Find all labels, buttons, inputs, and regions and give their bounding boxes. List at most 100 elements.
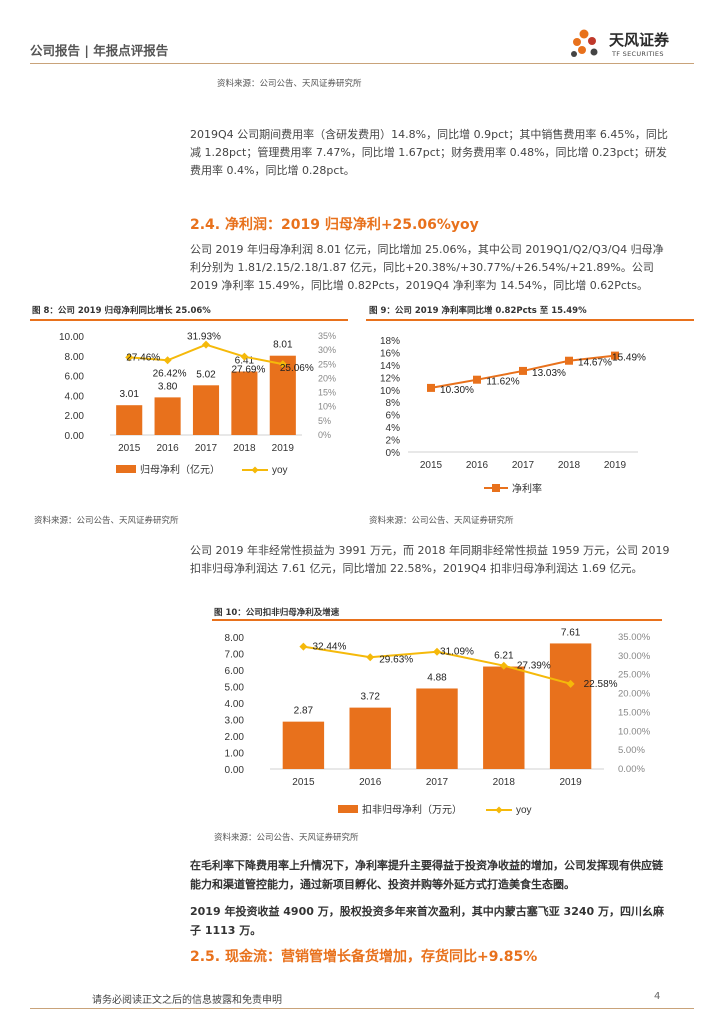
chart10-y2-tick-label: 25.00% xyxy=(618,670,651,681)
chart8-legend-bar-swatch xyxy=(116,465,136,473)
chart10-x-tick-label: 2019 xyxy=(559,777,582,788)
chart9-x-tick-label: 2019 xyxy=(604,460,627,471)
chart8-x-tick-label: 2015 xyxy=(118,443,141,454)
chart10-y2-tick-label: 20.00% xyxy=(618,689,651,700)
chart10-bar-label: 3.72 xyxy=(360,692,380,703)
chart8-bar xyxy=(192,385,220,435)
chart8-bar-label: 5.02 xyxy=(196,369,216,380)
chart8-title-rule xyxy=(30,319,348,321)
report-header: 公司报告 | 年报点评报告 xyxy=(30,43,169,58)
chart8-y-tick-label: 8.00 xyxy=(65,352,85,363)
disclaimer-footer: 请务必阅读正文之后的信息披露和免责申明 xyxy=(92,995,282,1006)
chart9-source: 资料来源：公司公告、天风证券研究所 xyxy=(369,516,514,526)
chart9-y-tick-label: 6% xyxy=(386,411,401,422)
chart10-y2-tick-label: 0.00% xyxy=(618,764,645,775)
chart9-y-tick-label: 16% xyxy=(380,348,400,359)
chart8-title: 图 8：公司 2019 归母净利同比增长 25.06% xyxy=(32,306,211,316)
chart8-y2-tick-label: 5% xyxy=(318,416,331,426)
chart8-y2-tick-label: 30% xyxy=(318,345,336,355)
chart10-y2-tick-label: 10.00% xyxy=(618,726,651,737)
chart10-x-tick-label: 2018 xyxy=(493,777,516,788)
chart8-yoy-label: 25.06% xyxy=(280,363,314,374)
chart8-yoy-marker xyxy=(125,353,134,362)
chart9-value-label: 10.30% xyxy=(440,385,474,396)
chart10-legend-line-marker xyxy=(495,806,503,814)
chart10-x-tick-label: 2016 xyxy=(359,777,382,788)
tf-securities-logo xyxy=(571,29,598,57)
chart10-yoy-label: 31.09% xyxy=(440,647,474,658)
paragraph-investment-income-summary: 在毛利率下降费用率上升情况下，净利率提升主要得益于投资净收益的增加，公司发挥现有… xyxy=(190,859,663,891)
chart9-title-rule xyxy=(366,319,694,321)
chart8-yoy-marker xyxy=(163,356,172,365)
chart10-legend-line-label: yoy xyxy=(516,805,532,816)
chart8-bar xyxy=(116,405,143,435)
chart8-yoy-marker xyxy=(278,360,287,369)
chart10-y-tick-label: 5.00 xyxy=(225,683,245,694)
chart8-bar-label: 6.41 xyxy=(235,356,255,367)
chart8-yoy-marker xyxy=(240,352,249,361)
chart8-y-tick-label: 4.00 xyxy=(65,391,85,402)
chart10-yoy-marker xyxy=(299,642,308,651)
chart8-yoy-label: 27.46% xyxy=(126,352,160,363)
chart9-marker xyxy=(519,366,527,375)
chart9-marker xyxy=(611,351,619,360)
chart8-y2-tick-label: 15% xyxy=(318,388,336,398)
chart9-y-tick-label: 0% xyxy=(386,448,401,459)
chart8-yoy-label: 26.42% xyxy=(153,368,187,379)
chart10-bar xyxy=(416,688,458,769)
chart9-net-margin: 0%2% 4%6% 8%10% 12%14% 16%18% 10.30% 2015 11.62… xyxy=(380,336,646,495)
section-heading-cash-flow: 2.5. 现金流：营销管增长备货增加，存货同比+9.85% xyxy=(190,949,538,965)
chart9-value-label: 15.49% xyxy=(612,353,646,364)
chart8-y2-tick-label: 25% xyxy=(318,359,336,369)
chart8-y2-tick-label: 0% xyxy=(318,430,331,440)
chart10-legend-bar-swatch xyxy=(338,805,358,813)
chart8-yoy-marker xyxy=(202,340,210,349)
chart8-bar xyxy=(269,355,296,435)
chart9-x-tick-label: 2017 xyxy=(512,460,535,471)
chart10-x-tick-label: 2017 xyxy=(426,777,449,788)
chart9-y-tick-label: 4% xyxy=(386,423,401,434)
header-divider xyxy=(30,63,694,64)
chart10-title: 图 10：公司扣非归母净利及增速 xyxy=(214,608,340,618)
chart10-y-tick-label: 4.00 xyxy=(225,699,245,710)
chart10-y-tick-label: 7.00 xyxy=(225,650,245,661)
chart10-y-tick-label: 2.00 xyxy=(225,732,245,743)
chart10-bar xyxy=(349,707,391,769)
top-source-note: 资料来源：公司公告、天风证券研究所 xyxy=(217,79,362,89)
chart8-x-tick-label: 2016 xyxy=(156,443,179,454)
chart8-y-tick-label: 2.00 xyxy=(65,411,85,422)
paragraph-non-recurring: 公司 2019 年非经常性损益为 3991 万元，而 2018 年同期非经常性损… xyxy=(190,544,670,575)
section-heading-net-profit: 2.4. 净利润：2019 归母净利+25.06%yoy xyxy=(190,217,479,233)
chart9-x-tick-label: 2018 xyxy=(558,460,581,471)
chart9-value-label: 13.03% xyxy=(532,368,566,379)
paragraph-investment-income-detail: 2019 年投资收益 4900 万，股权投资多年来首次盈利，其中内蒙古塞飞亚 3… xyxy=(190,905,664,937)
chart8-yoy-label: 31.93% xyxy=(187,332,221,343)
chart10-y2-tick-label: 35.00% xyxy=(618,632,651,643)
chart8-y2-tick-label: 10% xyxy=(318,402,336,412)
chart10-bar-label: 7.61 xyxy=(561,627,581,638)
chart8-bar xyxy=(154,397,181,435)
chart10-y-tick-label: 6.00 xyxy=(225,666,245,677)
chart8-x-tick-label: 2019 xyxy=(272,443,295,454)
chart9-y-tick-label: 12% xyxy=(380,373,400,384)
chart9-y-tick-label: 8% xyxy=(386,398,401,409)
chart9-value-label: 11.62% xyxy=(486,377,519,388)
chart10-bar-label: 2.87 xyxy=(294,706,314,717)
chart8-y-tick-label: 0.00 xyxy=(65,431,85,442)
chart9-marker xyxy=(473,375,481,384)
chart10-yoy-marker xyxy=(433,647,441,656)
chart10-x-tick-label: 2015 xyxy=(292,777,315,788)
chart8-bar-label: 3.80 xyxy=(158,381,178,392)
chart9-legend-label: 净利率 xyxy=(512,482,542,495)
chart10-yoy-label: 27.39% xyxy=(517,661,551,672)
chart8-legend-line-marker xyxy=(251,466,259,474)
chart8-y2-tick-label: 20% xyxy=(318,373,336,383)
chart8-x-tick-label: 2018 xyxy=(233,443,256,454)
chart10-y-tick-label: 3.00 xyxy=(225,716,245,727)
chart8-y-tick-label: 10.00 xyxy=(59,332,84,343)
chart10-title-rule xyxy=(212,619,662,621)
chart10-bar-label: 4.88 xyxy=(427,672,447,683)
chart9-y-tick-label: 2% xyxy=(386,436,401,447)
chart10-legend-bar-label: 扣非归母净利（万元） xyxy=(362,803,462,816)
chart8-legend-bar-label: 归母净利（亿元） xyxy=(140,463,220,476)
